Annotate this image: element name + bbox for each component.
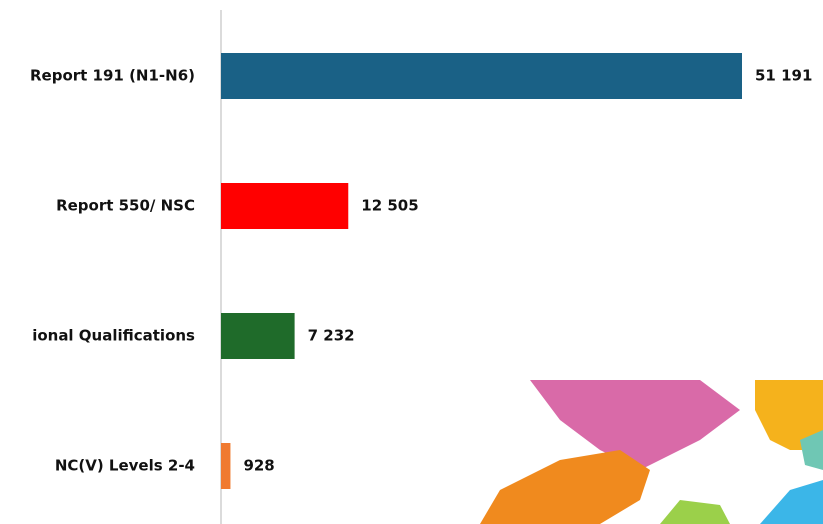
hand-pink (530, 380, 740, 470)
hand-green (660, 500, 730, 524)
value-label: 51 191 (755, 67, 812, 85)
bar (221, 183, 349, 229)
hand-blue (760, 480, 823, 524)
hand-teal (800, 430, 823, 470)
bar (221, 443, 231, 489)
value-label: 928 (243, 457, 274, 475)
bar (221, 53, 742, 99)
hand-orange (480, 450, 650, 524)
value-label: 7 232 (308, 327, 355, 345)
value-label: 12 505 (361, 197, 418, 215)
bar (221, 313, 295, 359)
hand-yellow (755, 380, 823, 450)
category-label: Report 550/ NSC (56, 197, 195, 215)
category-label: ional Qualifications (32, 327, 195, 345)
category-label: NC(V) Levels 2-4 (55, 457, 195, 475)
decoration (480, 380, 823, 524)
category-label: Report 191 (N1-N6) (30, 67, 195, 85)
